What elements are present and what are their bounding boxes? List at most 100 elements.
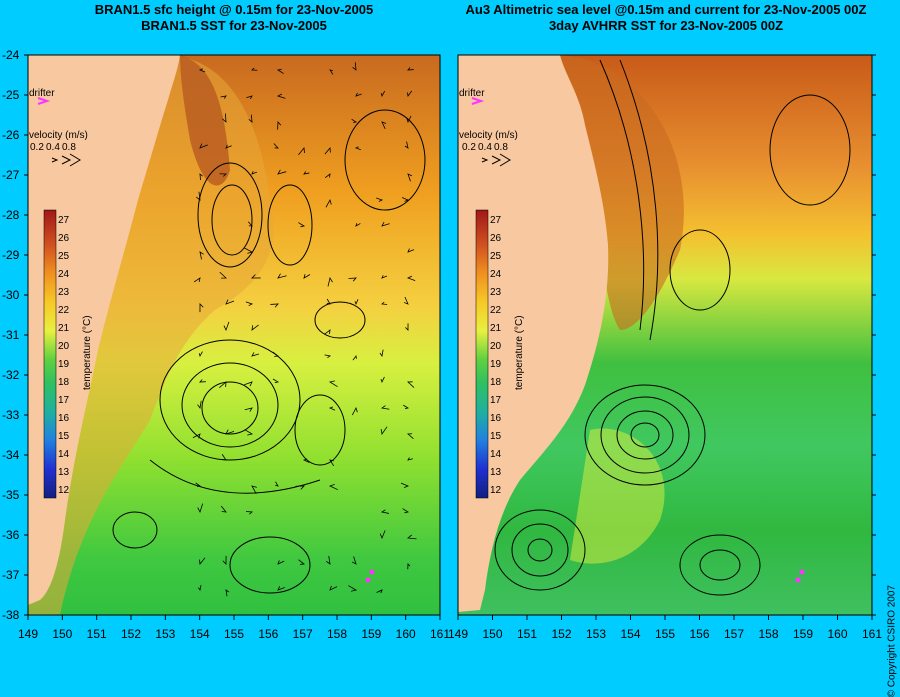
- current-vector: [302, 458, 310, 463]
- colorbar-tick-label: 17: [58, 395, 70, 406]
- current-vector: [251, 67, 258, 71]
- current-vector: [404, 141, 409, 149]
- current-vector: [246, 511, 253, 515]
- left-drifter-point: [369, 569, 375, 575]
- current-vector: [407, 457, 413, 461]
- current-vector: [407, 563, 411, 570]
- colorbar-tick-label: 18: [58, 377, 70, 388]
- right-drifter-legend-icon: [471, 97, 485, 105]
- colorbar-tick-label: 24: [58, 269, 70, 280]
- colorbar-tick-label: 26: [490, 233, 502, 244]
- colorbar-tick-label: 13: [58, 467, 70, 478]
- colorbar-tick-label: 19: [58, 359, 70, 370]
- current-vector: [406, 275, 416, 281]
- current-vector: [298, 146, 305, 156]
- current-vector: [303, 274, 311, 279]
- lon-tick-label: 161: [862, 627, 882, 641]
- colorbar-tick-label: 17: [490, 395, 502, 406]
- lat-tick-label-left: -28: [2, 208, 20, 222]
- lat-tick-label-left: -36: [2, 528, 20, 542]
- left-drifter-legend-icon: [37, 97, 51, 105]
- velocity-scale-arrows: [51, 153, 511, 167]
- current-vector: [328, 483, 338, 491]
- lon-tick-label: 158: [327, 627, 347, 641]
- right-drifter-label: drifter: [459, 88, 485, 99]
- current-vector: [192, 433, 201, 439]
- current-vector: [354, 299, 359, 306]
- current-vector: [251, 274, 261, 279]
- right-vel-02: 0.2: [462, 142, 476, 153]
- lat-tick-label-left: -34: [2, 448, 20, 462]
- current-vector: [225, 144, 232, 149]
- lon-tick-label: 155: [655, 627, 675, 641]
- lon-tick-label: 152: [551, 627, 571, 641]
- lon-tick-label: 161: [430, 627, 450, 641]
- left-panel-title: BRAN1.5 sfc height @ 0.15m for 23-Nov-20…: [28, 2, 440, 34]
- lon-tick-label: 150: [482, 627, 502, 641]
- left-drifter-point: [365, 577, 371, 583]
- right-panel-title: Au3 Altimetric sea level @0.15m and curr…: [460, 2, 872, 34]
- current-vector: [407, 173, 413, 182]
- current-vector: [351, 118, 358, 124]
- left-colorbar-label: temperature (°C): [82, 315, 93, 390]
- current-vector: [380, 509, 390, 514]
- current-vector: [355, 92, 362, 97]
- current-vector: [244, 381, 253, 387]
- lon-tick-label: 149: [18, 627, 38, 641]
- current-vector: [272, 351, 280, 357]
- current-vector: [348, 585, 358, 592]
- current-vector: [407, 381, 415, 388]
- colorbar-tick-label: 20: [490, 341, 502, 352]
- current-vector: [403, 296, 409, 305]
- lat-tick-label-left: -29: [2, 248, 20, 262]
- current-vector: [251, 485, 257, 494]
- lon-tick-label: 158: [758, 627, 778, 641]
- current-vector: [406, 534, 417, 540]
- current-vector: [324, 173, 331, 178]
- current-vector: [329, 585, 338, 591]
- left-vel-02: 0.2: [30, 142, 44, 153]
- lon-tick-label: 157: [293, 627, 313, 641]
- left-colorbar: [43, 209, 57, 499]
- current-vector: [407, 90, 413, 98]
- current-vector: [380, 426, 388, 436]
- current-vector: [196, 191, 201, 201]
- current-vector: [381, 301, 388, 305]
- current-vector: [380, 405, 390, 410]
- lon-tick-label: 160: [396, 627, 416, 641]
- current-vector: [324, 329, 331, 335]
- current-vector: [327, 276, 333, 287]
- current-vector: [199, 251, 204, 260]
- current-vector: [407, 67, 414, 71]
- current-vector: [247, 221, 253, 227]
- lat-tick-label-left: -35: [2, 488, 20, 502]
- lat-tick-label-left: -32: [2, 368, 20, 382]
- lon-tick-label: 160: [827, 627, 847, 641]
- current-vector: [351, 406, 358, 416]
- current-vector: [376, 197, 384, 202]
- current-vector: [325, 198, 332, 208]
- colorbar-tick-label: 27: [490, 215, 502, 226]
- current-vector: [329, 69, 334, 75]
- current-vector: [406, 115, 412, 124]
- current-vector: [244, 247, 254, 254]
- latitude-axis: -24 -25 -26 -27 -28 -29 -30 -31 -32 -33 -34 -35 -36 -…: [2, 48, 876, 622]
- left-title-line1: BRAN1.5 sfc height @ 0.15m for 23-Nov-20…: [94, 2, 374, 17]
- current-vector: [225, 429, 235, 435]
- current-vector: [199, 379, 206, 383]
- current-vector: [219, 271, 227, 279]
- right-colorbar: [475, 209, 489, 499]
- colorbar-tick-label: 24: [490, 269, 502, 280]
- current-vector: [199, 173, 203, 181]
- colorbar-tick-label: 15: [58, 431, 70, 442]
- left-velocity-label: velocity (m/s): [29, 130, 88, 141]
- colorbar-tick-label: 22: [490, 305, 502, 316]
- right-colorbar-label: temperature (°C): [514, 315, 525, 390]
- current-vector: [276, 93, 286, 99]
- right-longitude-axis: 149 150 151 152 153 154 155 156 157 158 159 160 161: [448, 615, 882, 641]
- current-vector: [251, 352, 260, 357]
- right-map-panel: [458, 55, 872, 615]
- current-vector: [246, 95, 253, 100]
- right-velocity-label: velocity (m/s): [459, 130, 518, 141]
- current-vector: [400, 482, 410, 488]
